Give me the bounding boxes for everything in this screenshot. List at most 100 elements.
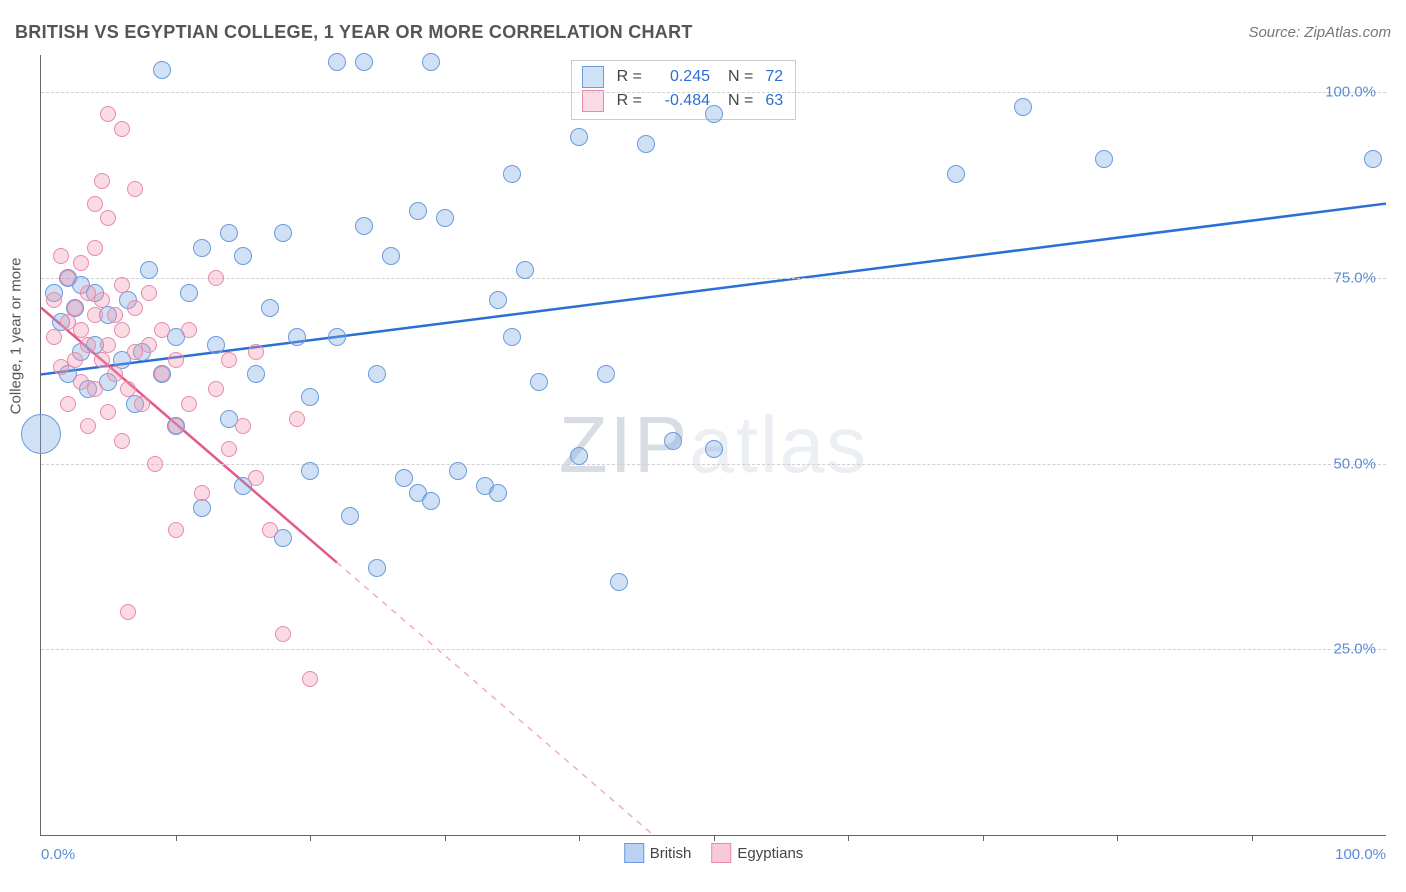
data-point [248, 470, 264, 486]
data-point [67, 352, 83, 368]
data-point [120, 381, 136, 397]
data-point [530, 373, 548, 391]
data-point [100, 404, 116, 420]
data-point [664, 432, 682, 450]
data-point [422, 53, 440, 71]
data-point [181, 396, 197, 412]
data-point [94, 292, 110, 308]
data-point [597, 365, 615, 383]
data-point [120, 604, 136, 620]
data-point [1095, 150, 1113, 168]
data-point [275, 626, 291, 642]
x-tick [445, 835, 446, 841]
data-point [355, 217, 373, 235]
legend-item: British [624, 843, 692, 863]
data-point [134, 396, 150, 412]
data-point [368, 365, 386, 383]
data-point [235, 418, 251, 434]
data-point [80, 337, 96, 353]
data-point [503, 165, 521, 183]
data-point [301, 388, 319, 406]
data-point [248, 344, 264, 360]
data-point [1014, 98, 1032, 116]
y-axis-label: College, 1 year or more [8, 258, 25, 415]
data-point [94, 173, 110, 189]
y-tick-label: 25.0% [1333, 641, 1376, 658]
data-point [516, 261, 534, 279]
data-point [180, 284, 198, 302]
legend-swatch [711, 843, 731, 863]
legend-swatch [624, 843, 644, 863]
data-point [140, 261, 158, 279]
gridline [41, 92, 1386, 93]
data-point [107, 307, 123, 323]
data-point [234, 247, 252, 265]
data-point [1364, 150, 1382, 168]
x-axis-start-label: 0.0% [41, 846, 75, 863]
regression-line [41, 204, 1386, 375]
gridline [41, 464, 1386, 465]
data-point [637, 135, 655, 153]
legend-swatch [582, 90, 604, 112]
y-tick-label: 50.0% [1333, 455, 1376, 472]
data-point [114, 433, 130, 449]
data-point [382, 247, 400, 265]
x-tick [1117, 835, 1118, 841]
data-point [409, 202, 427, 220]
data-point [147, 456, 163, 472]
gridline [41, 649, 1386, 650]
data-point [168, 418, 184, 434]
data-point [127, 300, 143, 316]
y-tick-label: 100.0% [1325, 84, 1376, 101]
data-point [422, 492, 440, 510]
gridline [41, 278, 1386, 279]
data-point [46, 329, 62, 345]
data-point [355, 53, 373, 71]
data-point [141, 337, 157, 353]
data-point [193, 239, 211, 257]
data-point [100, 337, 116, 353]
data-point [87, 307, 103, 323]
data-point [141, 285, 157, 301]
data-point [328, 53, 346, 71]
data-point [341, 507, 359, 525]
data-point [127, 181, 143, 197]
data-point [21, 414, 61, 454]
data-point [194, 485, 210, 501]
data-point [168, 522, 184, 538]
data-point [87, 196, 103, 212]
y-tick-label: 75.0% [1333, 269, 1376, 286]
x-tick [310, 835, 311, 841]
data-point [610, 573, 628, 591]
data-point [53, 248, 69, 264]
scatter-plot: College, 1 year or more ZIPatlas 0.0% 10… [40, 55, 1386, 836]
data-point [220, 224, 238, 242]
data-point [302, 671, 318, 687]
data-point [193, 499, 211, 517]
data-point [168, 352, 184, 368]
data-point [153, 61, 171, 79]
data-point [947, 165, 965, 183]
data-point [489, 484, 507, 502]
data-point [221, 441, 237, 457]
x-tick [848, 835, 849, 841]
data-point [46, 292, 62, 308]
data-point [114, 121, 130, 137]
source-label: Source: ZipAtlas.com [1248, 24, 1391, 41]
data-point [80, 418, 96, 434]
legend-item: Egyptians [711, 843, 803, 863]
data-point [181, 322, 197, 338]
data-point [154, 322, 170, 338]
data-point [60, 396, 76, 412]
x-tick [579, 835, 580, 841]
data-point [208, 270, 224, 286]
data-point [570, 128, 588, 146]
data-point [368, 559, 386, 577]
data-point [87, 381, 103, 397]
data-point [154, 366, 170, 382]
data-point [328, 328, 346, 346]
data-point [60, 270, 76, 286]
x-tick [1252, 835, 1253, 841]
data-point [395, 469, 413, 487]
data-point [301, 462, 319, 480]
